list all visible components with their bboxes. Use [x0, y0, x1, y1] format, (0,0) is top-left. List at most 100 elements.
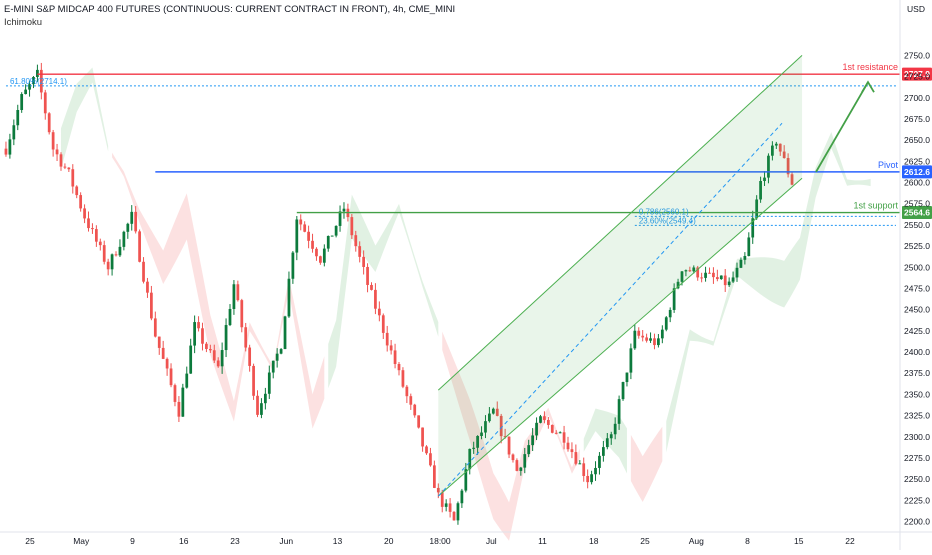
candle-body [307, 231, 310, 241]
candle-body [98, 241, 102, 246]
candle-body [602, 447, 605, 456]
x-tick-label: 9 [130, 536, 135, 546]
candle-body [605, 438, 609, 448]
x-tick-label: 23 [230, 536, 240, 546]
candle-body [12, 125, 16, 140]
candle-body [598, 455, 601, 468]
candle-body [641, 335, 645, 338]
candle-body [374, 289, 377, 309]
candle-body [185, 373, 189, 388]
candle-body [668, 309, 672, 318]
candle-body [118, 246, 122, 256]
candle-body [94, 229, 98, 242]
candle-body [739, 259, 743, 268]
price-tag: 2564.6 [904, 208, 930, 218]
candle-body [275, 353, 279, 361]
candle-body [208, 349, 212, 351]
x-tick-label: 11 [538, 536, 547, 546]
candle-body [287, 278, 291, 317]
candle-body [71, 169, 75, 187]
candle-body [767, 155, 770, 178]
candle-body [562, 432, 566, 443]
candle-body [519, 467, 523, 471]
y-tick-label: 2200.0 [904, 517, 930, 527]
candle-body [193, 322, 196, 346]
candle-body [16, 110, 20, 126]
level-pivot-label: Pivot [878, 160, 899, 170]
y-tick-label: 2300.0 [904, 432, 930, 442]
price-tag: 2612.6 [904, 167, 930, 177]
candle-body [32, 76, 35, 85]
y-tick-label: 2450.0 [904, 305, 930, 315]
candle-body [491, 408, 495, 414]
candle-body [464, 469, 468, 491]
candle-body [763, 177, 766, 181]
candle-body [436, 487, 440, 493]
x-tick-label: Jun [279, 536, 293, 546]
candle-body [216, 360, 220, 367]
ichimoku-cloud [442, 331, 580, 541]
candle-body [362, 256, 366, 267]
candle-body [114, 254, 118, 256]
candle-body [507, 436, 511, 455]
candle-body [472, 447, 476, 449]
candle-body [488, 413, 491, 422]
candle-body [759, 180, 762, 200]
ichimoku-cloud [112, 152, 325, 429]
channel-upper-line [437, 55, 803, 391]
candle-body [617, 399, 621, 424]
candle-body [786, 158, 790, 175]
candle-body [24, 89, 27, 95]
candle-body [680, 271, 684, 282]
candle-body [63, 166, 67, 168]
candle-body [692, 267, 696, 272]
y-tick-label: 2650.0 [904, 135, 930, 145]
candle-body [570, 449, 574, 453]
candle-body [130, 211, 134, 224]
candle-body [311, 240, 314, 249]
candle-body [432, 465, 436, 488]
candle-body [460, 490, 464, 504]
candle-body [381, 315, 385, 333]
candle-body [550, 424, 554, 433]
candle-body [126, 223, 130, 232]
candle-body [138, 231, 141, 262]
candle-body [578, 463, 582, 465]
candle-body [397, 364, 401, 371]
price-tag-bg [902, 165, 932, 179]
y-tick-label: 2600.0 [904, 178, 930, 188]
candle-body [181, 387, 185, 417]
candle-body [157, 336, 161, 348]
candle-body [354, 235, 358, 247]
candle-body [751, 218, 755, 238]
y-tick-label: 2225.0 [904, 495, 930, 505]
candle-body [515, 460, 519, 471]
candle-body [385, 332, 389, 346]
candle-body [248, 347, 252, 366]
candle-body [358, 246, 362, 257]
y-tick-label: 2475.0 [904, 283, 930, 293]
candle-body [676, 281, 680, 289]
candle-body [448, 503, 452, 512]
candle-body [236, 284, 240, 301]
x-tick-label: 16 [179, 536, 189, 546]
candle-body [271, 360, 275, 373]
candle-body [220, 350, 224, 367]
candle-body [594, 467, 597, 475]
candle-body [778, 143, 782, 152]
candle-body [263, 393, 267, 404]
candle-body [122, 231, 126, 247]
candle-body [47, 113, 51, 133]
candle-body [755, 199, 759, 219]
candle-body [75, 186, 79, 196]
candle-body [535, 422, 538, 436]
candle-body [429, 453, 432, 466]
candle-body [543, 416, 546, 420]
candle-body [417, 415, 421, 428]
channel-lower-line [437, 177, 803, 497]
candle-body [558, 432, 562, 434]
candle-body [334, 225, 338, 236]
candle-body [283, 316, 287, 350]
